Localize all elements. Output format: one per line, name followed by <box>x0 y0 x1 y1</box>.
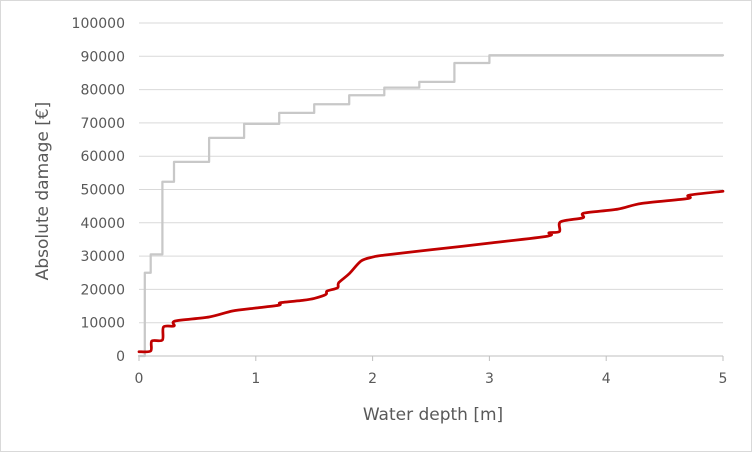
y-tick-label: 60000 <box>80 149 125 165</box>
x-tick-label: 3 <box>485 371 494 387</box>
x-tick-label: 1 <box>251 371 260 387</box>
y-tick-label: 90000 <box>80 49 125 65</box>
y-tick-label: 30000 <box>80 249 125 265</box>
x-tick-label: 4 <box>602 371 611 387</box>
x-axis-title: Water depth [m] <box>363 405 503 425</box>
y-tick-label: 50000 <box>80 183 125 199</box>
y-tick-label: 80000 <box>80 83 125 99</box>
y-axis-title: Absolute damage [€] <box>33 102 53 281</box>
x-tick-labels: 0 1 2 3 4 5 <box>135 356 728 387</box>
x-tick-label: 0 <box>135 371 144 387</box>
y-tick-label: 20000 <box>80 282 125 298</box>
y-tick-label: 40000 <box>80 216 125 232</box>
series-lines <box>137 54 725 358</box>
x-tick-label: 2 <box>368 371 377 387</box>
x-tick-label: 5 <box>719 371 728 387</box>
series-line-1 <box>137 54 725 358</box>
gridlines <box>139 22 723 357</box>
y-tick-labels: 0 10000 20000 30000 40000 50000 60000 70000 8000… <box>72 16 125 365</box>
y-tick-label: 10000 <box>80 316 125 332</box>
series-line-2 <box>137 189 725 354</box>
y-tick-label: 70000 <box>80 116 125 132</box>
y-tick-label: 100000 <box>72 16 125 32</box>
y-tick-label: 0 <box>116 349 125 365</box>
